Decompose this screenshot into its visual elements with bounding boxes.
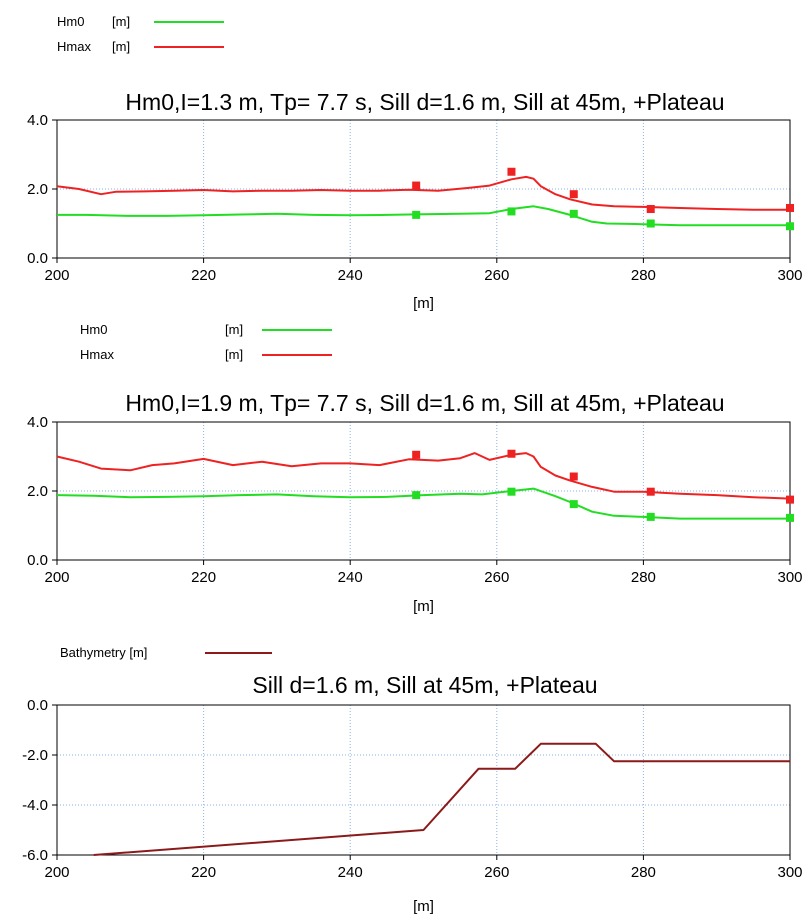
data-marker-hm0	[412, 210, 421, 219]
x-tick-label: 220	[191, 267, 216, 284]
data-marker-hmax	[412, 450, 421, 459]
x-tick-label: 280	[631, 864, 656, 881]
x-tick-label: 260	[484, 569, 509, 586]
data-marker-hm0	[569, 500, 578, 509]
data-marker-hm0	[507, 207, 516, 216]
x-axis-label: [m]	[413, 898, 434, 915]
data-marker-hm0	[786, 222, 794, 231]
chart-title: Hm0,I=1.3 m, Tp= 7.7 s, Sill d=1.6 m, Si…	[125, 89, 724, 115]
series-line-hm0	[57, 205, 790, 227]
y-tick-label: 4.0	[27, 112, 48, 129]
y-tick-label: 4.0	[27, 414, 48, 431]
data-marker-hmax	[569, 472, 578, 481]
x-tick-label: 260	[484, 864, 509, 881]
series-line-bathymetry	[93, 742, 790, 856]
x-tick-label: 200	[44, 864, 69, 881]
data-marker-hmax	[569, 190, 578, 199]
data-marker-hmax	[646, 487, 655, 496]
x-tick-label: 260	[484, 267, 509, 284]
series-line-hmax	[56, 452, 791, 500]
x-axis-label: [m]	[413, 598, 434, 615]
x-tick-label: 240	[338, 864, 363, 881]
y-tick-label: 2.0	[27, 181, 48, 198]
x-tick-label: 280	[631, 267, 656, 284]
data-marker-hm0	[786, 513, 794, 522]
data-marker-hm0	[507, 487, 516, 496]
y-tick-label: 0.0	[27, 250, 48, 267]
y-tick-label: 0.0	[27, 697, 48, 714]
legend-label-bathymetry: Bathymetry [m]	[60, 645, 147, 660]
data-marker-hmax	[507, 167, 516, 176]
x-tick-label: 240	[338, 267, 363, 284]
legend-unit-hm0: [m]	[112, 14, 130, 29]
chart-title: Sill d=1.6 m, Sill at 45m, +Plateau	[252, 672, 597, 698]
legend-label-hmax: Hmax	[80, 347, 114, 362]
data-marker-hmax	[507, 449, 516, 458]
chart-panel-2: Hm0 [m] Hmax [m] Hm0,I=1.9 m, Tp= 7.7 s, Sil…	[27, 322, 802, 615]
data-marker-hmax	[412, 181, 421, 190]
data-marker-hm0	[646, 512, 655, 521]
y-tick-label: -6.0	[22, 847, 48, 864]
legend-unit-hmax: [m]	[112, 39, 130, 54]
x-tick-label: 200	[44, 267, 69, 284]
x-tick-label: 280	[631, 569, 656, 586]
legend-label-hm0: Hm0	[80, 322, 107, 337]
legend-unit-hm0: [m]	[225, 322, 243, 337]
plot-frame	[56, 704, 791, 856]
x-tick-label: 300	[777, 267, 802, 284]
data-marker-hmax	[786, 495, 794, 504]
data-marker-hm0	[569, 209, 578, 218]
x-axis-label: [m]	[413, 295, 434, 312]
data-marker-hmax	[786, 203, 794, 212]
chart-panel-1: Hm0 [m] Hmax [m] Hm0,I=1.3 m, Tp= 7.7 s, Sil…	[27, 14, 802, 312]
x-tick-label: 220	[191, 569, 216, 586]
data-marker-hm0	[412, 491, 421, 500]
legend-label-hmax: Hmax	[57, 39, 91, 54]
y-tick-label: -2.0	[22, 747, 48, 764]
x-tick-label: 300	[777, 864, 802, 881]
x-tick-label: 200	[44, 569, 69, 586]
data-marker-hmax	[646, 205, 655, 214]
chart-title: Hm0,I=1.9 m, Tp= 7.7 s, Sill d=1.6 m, Si…	[125, 390, 724, 416]
x-tick-label: 300	[777, 569, 802, 586]
x-tick-label: 240	[338, 569, 363, 586]
y-tick-label: 2.0	[27, 483, 48, 500]
y-tick-label: -4.0	[22, 797, 48, 814]
legend-unit-hmax: [m]	[225, 347, 243, 362]
y-tick-label: 0.0	[27, 552, 48, 569]
chart-panel-3: Bathymetry [m] Sill d=1.6 m, Sill at 45m,…	[22, 645, 802, 915]
legend-label-hm0: Hm0	[57, 14, 84, 29]
data-marker-hm0	[646, 219, 655, 228]
series-line-hmax	[56, 175, 790, 211]
x-tick-label: 220	[191, 864, 216, 881]
